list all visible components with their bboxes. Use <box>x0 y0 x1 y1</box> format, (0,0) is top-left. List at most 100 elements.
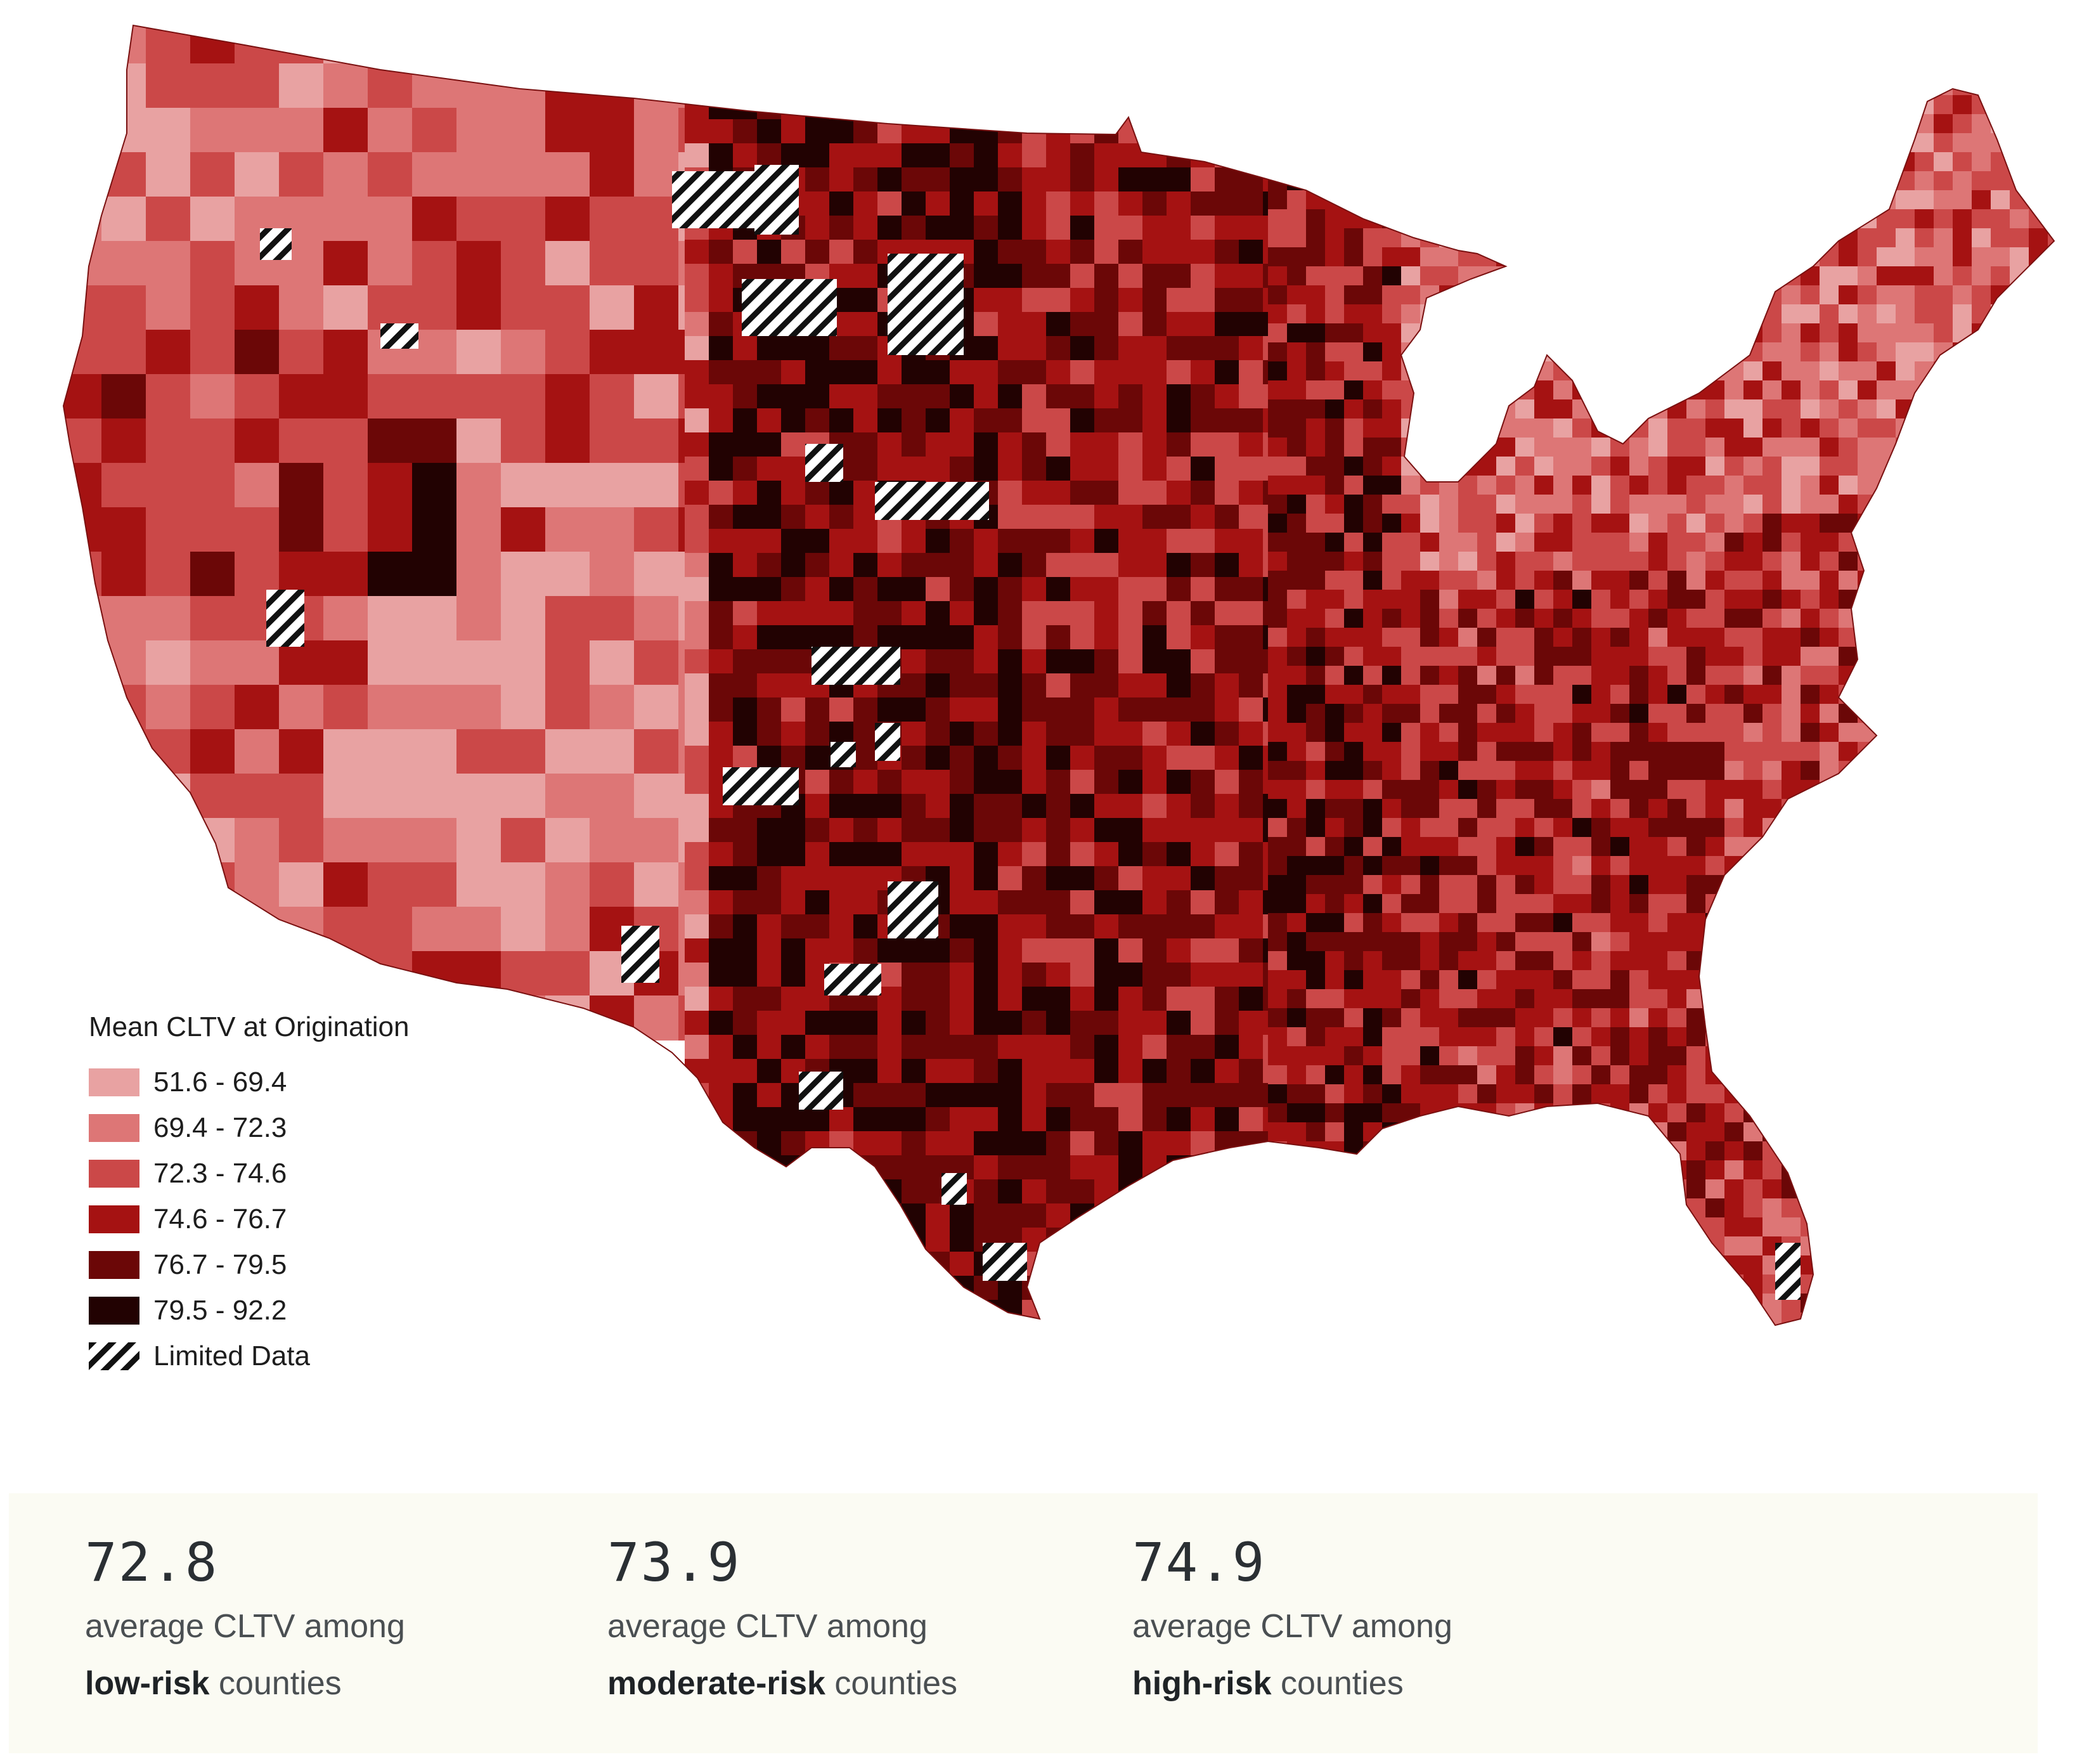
county-cell <box>1896 1046 1915 1066</box>
county-cell <box>1515 418 1535 438</box>
county-cell <box>685 312 709 337</box>
county-cell <box>279 152 324 197</box>
county-cell <box>456 862 501 907</box>
county-cell <box>1667 304 1687 324</box>
county-cell <box>709 577 734 602</box>
county-cell <box>1239 505 1264 529</box>
county-cell <box>709 914 734 939</box>
county-cell <box>1022 481 1047 505</box>
county-cell <box>1094 553 1119 578</box>
county-cell <box>1839 247 1858 267</box>
county-cell <box>1306 932 1326 952</box>
hatch-swatch-icon <box>89 1342 139 1370</box>
county-cell <box>1118 1083 1143 1108</box>
county-cell <box>1839 38 1858 58</box>
county-cell <box>323 862 368 907</box>
county-cell <box>1724 761 1744 781</box>
county-cell <box>998 1131 1023 1156</box>
county-cell <box>1782 209 1801 229</box>
county-cell <box>1191 673 1215 698</box>
county-cell <box>781 240 806 264</box>
county-cell <box>2029 761 2048 781</box>
county-cell <box>709 866 734 891</box>
county-cell <box>1306 666 1326 685</box>
county-cell <box>1344 742 1364 762</box>
county-cell <box>501 729 546 774</box>
county-cell <box>1439 1274 1459 1294</box>
county-cell <box>1439 304 1459 324</box>
county-cell <box>1572 380 1592 400</box>
county-cell <box>1142 625 1167 650</box>
county-cell <box>1782 1141 1801 1161</box>
county-cell <box>1420 1198 1440 1218</box>
county-cell <box>1094 529 1119 554</box>
county-cell <box>853 1252 878 1276</box>
county-cell <box>1191 818 1215 843</box>
county-cell <box>1477 1274 1497 1294</box>
county-cell <box>1167 1252 1191 1276</box>
county-cell <box>1363 875 1383 895</box>
county-cell <box>1167 1203 1191 1228</box>
county-cell <box>63 862 102 907</box>
county-cell <box>709 143 734 168</box>
county-cell <box>1458 38 1478 58</box>
county-cell <box>1877 1008 1896 1028</box>
county-cell <box>1629 704 1649 723</box>
county-cell <box>1363 495 1383 514</box>
county-cell <box>2010 209 2029 229</box>
county-cell <box>1287 799 1307 819</box>
county-cell <box>1724 932 1744 952</box>
county-cell <box>1496 457 1516 476</box>
county-cell <box>877 1324 902 1325</box>
county-cell <box>685 1035 709 1060</box>
county-cell <box>2029 685 2048 704</box>
county-cell <box>1268 285 1288 305</box>
county-cell <box>1306 95 1326 115</box>
county-cell <box>1572 590 1592 609</box>
county-cell <box>998 987 1023 1011</box>
county-cell <box>853 481 878 505</box>
county-cell <box>1401 95 1421 115</box>
county-cell <box>501 596 546 641</box>
county-cell <box>1515 913 1535 933</box>
county-cell <box>1094 673 1119 698</box>
county-cell <box>1401 723 1421 743</box>
county-cell <box>1477 609 1497 628</box>
county-cell <box>998 866 1023 891</box>
county-cell <box>1496 875 1516 895</box>
county-cell <box>1667 590 1687 609</box>
county-cell <box>1094 866 1119 891</box>
county-cell <box>1215 1300 1239 1325</box>
county-cell <box>1762 38 1782 58</box>
county-cell <box>1896 989 1915 1009</box>
county-cell <box>1915 723 1934 743</box>
county-cell <box>368 197 413 242</box>
county-cell <box>1896 133 1915 153</box>
county-cell <box>974 649 999 674</box>
county-cell <box>1915 1084 1934 1104</box>
county-cell <box>1915 209 1934 229</box>
county-cell <box>1553 247 1573 267</box>
county-cell <box>1877 1198 1896 1218</box>
county-cell <box>1306 1046 1326 1066</box>
county-cell <box>1268 1294 1288 1313</box>
county-cell <box>805 697 830 722</box>
county-cell <box>2010 1084 2029 1104</box>
county-cell <box>1477 228 1497 248</box>
county-cell <box>1858 1122 1877 1142</box>
county-cell <box>1515 476 1535 495</box>
county-cell <box>1458 856 1478 876</box>
county-cell <box>1953 304 1972 324</box>
county-cell <box>190 241 235 286</box>
county-cell <box>2010 418 2029 438</box>
county-cell <box>1991 247 2010 267</box>
county-cell <box>1610 742 1630 762</box>
county-cell <box>1439 1046 1459 1066</box>
county-cell <box>1972 342 1991 362</box>
county-cell <box>1953 1236 1972 1256</box>
county-cell <box>1070 1155 1095 1180</box>
county-cell <box>1477 514 1497 533</box>
county-cell <box>1839 533 1858 552</box>
county-cell <box>1686 361 1706 381</box>
county-cell <box>926 963 950 987</box>
